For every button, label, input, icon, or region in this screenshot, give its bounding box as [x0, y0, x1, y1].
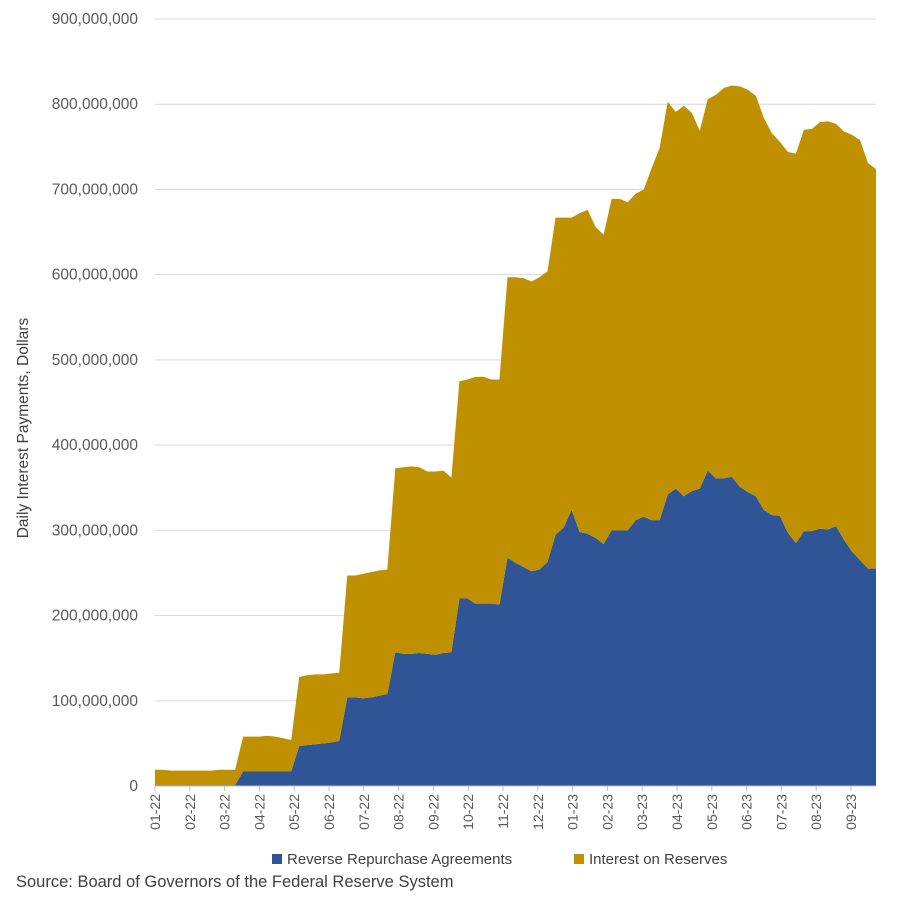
y-tick-label: 600,000,000 — [52, 267, 139, 284]
x-tick-label: 03-22 — [217, 794, 233, 830]
y-tick-label: 0 — [129, 778, 138, 795]
legend: Reverse Repurchase Agreements Interest o… — [272, 851, 727, 868]
x-tick-label: 10-22 — [460, 794, 476, 830]
x-tick-label: 04-23 — [669, 794, 685, 830]
y-tick-label: 700,000,000 — [52, 181, 139, 198]
x-tick-label: 02-23 — [599, 794, 615, 830]
x-tick-label: 05-22 — [286, 794, 302, 830]
legend-label-ior: Interest on Reserves — [589, 851, 727, 868]
x-tick-label: 09-22 — [425, 794, 441, 830]
legend-swatch-ior — [574, 854, 584, 864]
y-tick-label: 100,000,000 — [52, 693, 139, 710]
x-tick-label: 09-23 — [843, 794, 859, 830]
y-axis-label: Daily Interest Payments, Dollars — [15, 317, 32, 538]
legend-label-rrp: Reverse Repurchase Agreements — [287, 851, 512, 868]
area-interest-on-reserves — [155, 85, 876, 786]
x-tick-label: 08-22 — [391, 794, 407, 830]
y-tick-label: 800,000,000 — [52, 96, 139, 113]
x-tick-label: 05-23 — [704, 794, 720, 830]
y-tick-label: 300,000,000 — [52, 522, 139, 539]
x-tick-label: 04-22 — [251, 794, 267, 830]
x-tick-label: 12-22 — [530, 794, 546, 830]
x-tick-label: 01-22 — [147, 794, 163, 830]
y-tick-label: 400,000,000 — [52, 437, 139, 454]
legend-swatch-rrp — [272, 854, 282, 864]
x-tick-label: 03-23 — [634, 794, 650, 830]
source-note: Source: Board of Governors of the Federa… — [16, 873, 454, 891]
x-axis: 01-22 02-22 03-22 04-22 05-22 06-22 07-22 08-22… — [147, 785, 876, 830]
area-reverse-repurchase-agreements — [155, 470, 876, 786]
x-tick-label: 02-22 — [182, 794, 198, 830]
y-tick-label: 500,000,000 — [52, 352, 139, 369]
x-tick-label: 07-22 — [356, 794, 372, 830]
x-tick-label: 08-23 — [808, 794, 824, 830]
areas — [155, 85, 876, 786]
x-tick-label: 11-22 — [495, 794, 511, 829]
y-tick-label: 200,000,000 — [52, 608, 139, 625]
x-tick-label: 06-23 — [739, 794, 755, 830]
y-axis: 0 100,000,000 200,000,000 300,000,000 400,00… — [52, 11, 139, 795]
x-tick-label: 06-22 — [321, 794, 337, 830]
x-tick-label: 07-23 — [773, 794, 789, 830]
x-tick-label: 01-23 — [565, 794, 581, 830]
y-tick-label: 900,000,000 — [52, 11, 139, 28]
